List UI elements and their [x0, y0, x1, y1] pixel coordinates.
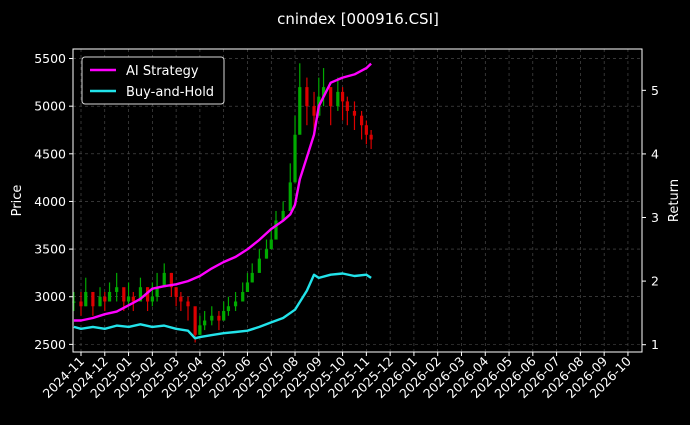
plot-frame [72, 48, 643, 353]
price-candle-body [174, 287, 178, 297]
price-candle-body [115, 287, 119, 292]
price-candle-body [305, 87, 309, 107]
price-candle-body [84, 291, 88, 307]
y-tick-label: 4000 [34, 194, 66, 209]
price-candle-body [360, 115, 364, 126]
legend: AI Strategy Buy-and-Hold [81, 56, 225, 105]
price-candle-body [250, 272, 254, 283]
price-candle-body [72, 301, 76, 303]
legend-label-buy-and-hold: Buy-and-Hold [126, 85, 214, 100]
price-candle-body [210, 315, 214, 321]
price-candle-body [336, 91, 340, 107]
y-tick-label: 3000 [34, 289, 66, 304]
legend-frame [81, 56, 225, 105]
price-candle-body [198, 325, 202, 335]
price-candle-body [98, 296, 102, 307]
chart-title: cnindex [000916.CSI] [277, 10, 439, 28]
price-candle-body [340, 91, 345, 102]
y2-tick-label: 2 [651, 274, 659, 289]
series-lines [73, 62, 372, 340]
y-tick-label: 5000 [34, 99, 66, 114]
price-candle-body [193, 306, 197, 335]
price-candle-body [288, 182, 292, 211]
price-candle-body [369, 134, 373, 140]
price-candle-body [281, 210, 285, 221]
price-candle-body [169, 272, 173, 288]
price-candle-body [122, 287, 126, 302]
price-candle-body [150, 296, 154, 302]
price-candle-body [274, 220, 278, 240]
price-candle-body [293, 134, 297, 183]
price-candle-body [222, 311, 226, 321]
price-candle-body [217, 315, 221, 321]
price-candle-body [352, 110, 357, 116]
y-tick-label: 3500 [34, 242, 66, 257]
price-candle-body [226, 306, 231, 312]
y-axis-label: Price [10, 185, 25, 217]
price-candle-body [364, 125, 368, 135]
y2-tick-label: 1 [651, 337, 659, 352]
price-candle-body [233, 301, 238, 307]
price-candle-body [138, 287, 143, 302]
price-candle-body [155, 287, 159, 297]
price-candle-body [79, 301, 83, 307]
price-candle-body [91, 291, 95, 307]
price-candle-body [145, 287, 150, 302]
y2-axis-label: Return [667, 179, 682, 222]
price-candle-body [131, 296, 135, 302]
price-candle-body [257, 258, 261, 273]
series-line-buy-and-hold [73, 272, 372, 340]
y-tick-label: 4500 [34, 146, 66, 161]
price-candle-body [245, 282, 250, 292]
y-tick-label: 5500 [34, 51, 66, 66]
price-candle-body [203, 320, 207, 326]
legend-label-ai-strategy: AI Strategy [126, 64, 199, 79]
price-candle-body [186, 301, 190, 307]
price-candle-body [298, 87, 302, 135]
y2-tick-label: 4 [651, 146, 659, 161]
y2-tick-label: 3 [651, 210, 659, 225]
price-candle-body [126, 296, 131, 302]
price-candle-body [241, 291, 245, 302]
price-candle-body [329, 87, 333, 107]
series-line-ai-strategy [73, 62, 372, 322]
y2-tick-label: 5 [651, 83, 659, 98]
price-candle-body [269, 239, 273, 250]
price-candle-body [312, 106, 316, 116]
price-candle-body [103, 296, 107, 302]
price-candle-body [345, 101, 349, 111]
price-candle-body [179, 296, 183, 302]
y-tick-label: 2500 [34, 337, 66, 352]
price-candle-body [162, 272, 166, 288]
price-candle-body [264, 249, 269, 259]
price-candle-body [107, 291, 112, 302]
price-candle-body [321, 87, 326, 97]
